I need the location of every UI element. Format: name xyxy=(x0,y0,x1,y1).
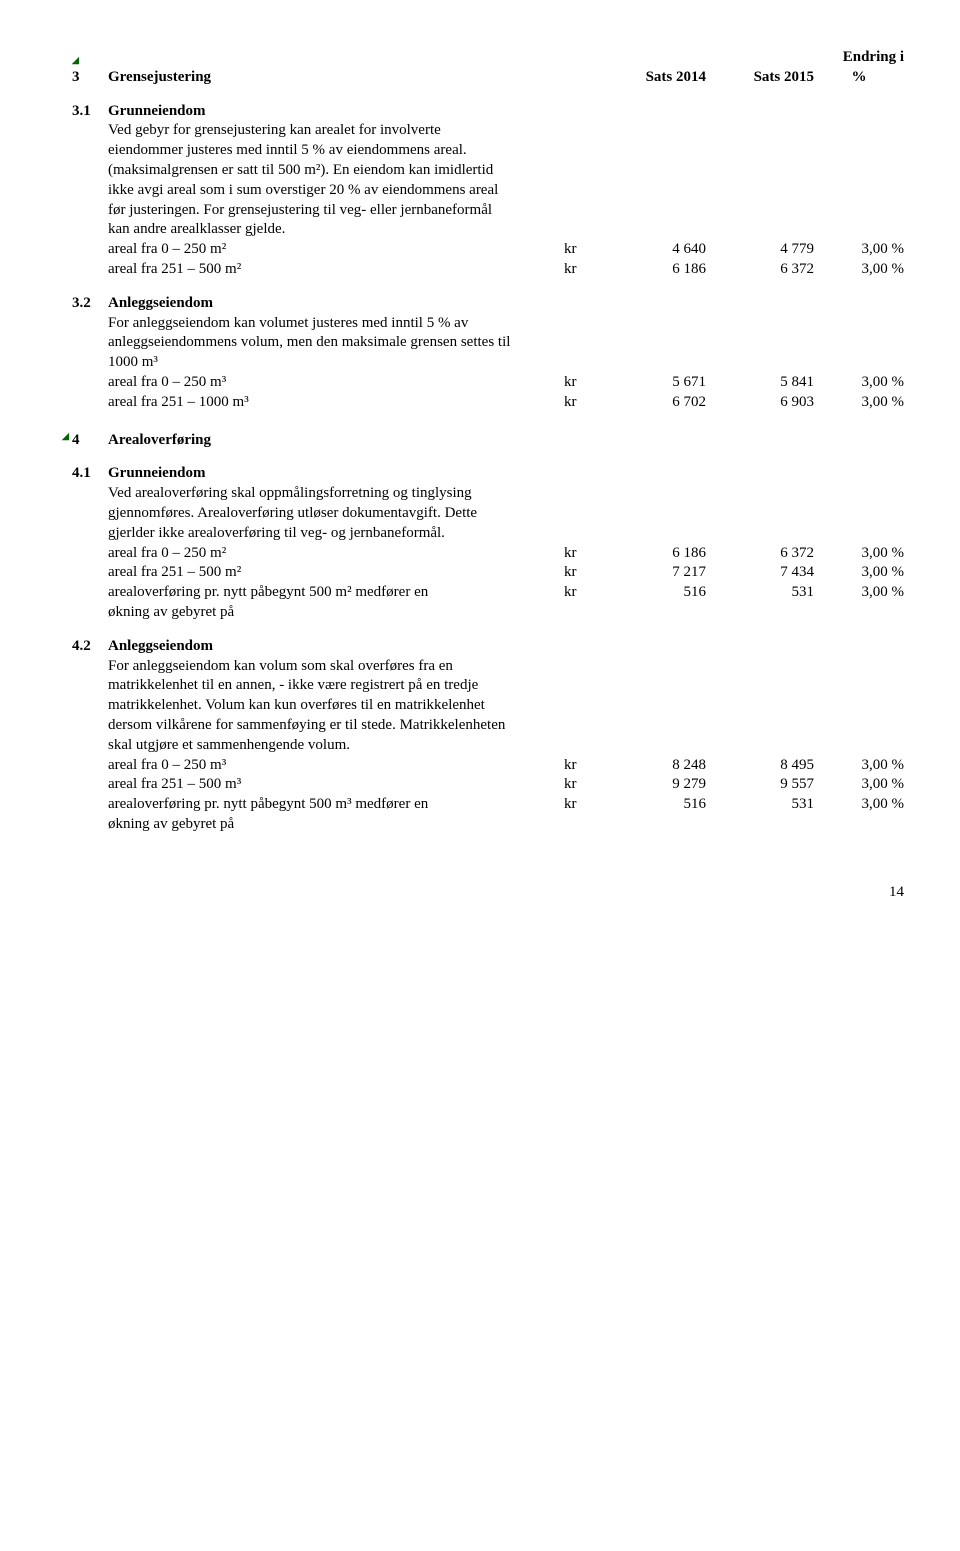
s31-num: 3.1 xyxy=(72,102,108,122)
s41-title: Grunneiendom xyxy=(108,464,904,484)
s42-r3a: arealoverføring pr. nytt påbegynt 500 m³… xyxy=(72,795,904,815)
s41-r2: areal fra 251 – 500 m² kr 7 217 7 434 3,… xyxy=(72,563,904,583)
s32-p3: 1000 m³ xyxy=(72,353,904,373)
s42-p5: skal utgjøre et sammenhengende volum. xyxy=(72,736,904,756)
s4-num: 4 xyxy=(72,432,80,448)
hdr-pct: % xyxy=(814,68,904,88)
s3-num: 3 xyxy=(72,68,108,88)
s31-r2: areal fra 251 – 500 m² kr 6 186 6 372 3,… xyxy=(72,260,904,280)
s31-p1: Ved gebyr for grensejustering kan areale… xyxy=(72,121,904,141)
s42-p3: matrikkelenhet. Volum kan kun overføres … xyxy=(72,696,904,716)
s42-p2: matrikkelenhet til en annen, - ikke være… xyxy=(72,676,904,696)
header-cols-row: 3 Grensejustering Sats 2014 Sats 2015 % xyxy=(72,68,904,88)
hdr-spacer2 xyxy=(108,48,564,68)
s32-title: Anleggseiendom xyxy=(108,294,904,314)
s31-p2: eiendommer justeres med inntil 5 % av ei… xyxy=(72,141,904,161)
s42-p4: dersom vilkårene for sammenføying er til… xyxy=(72,716,904,736)
hdr-endring: Endring i xyxy=(814,48,904,68)
hdr-spacer: ◢ xyxy=(72,48,108,68)
s41-p1: Ved arealoverføring skal oppmålingsforre… xyxy=(72,484,904,504)
s31-title-row: 3.1 Grunneiendom xyxy=(72,102,904,122)
s42-r1: areal fra 0 – 250 m³ kr 8 248 8 495 3,00… xyxy=(72,756,904,776)
s42-title: Anleggseiendom xyxy=(108,637,904,657)
s32-r1: areal fra 0 – 250 m³ kr 5 671 5 841 3,00… xyxy=(72,373,904,393)
s31-p5: før justeringen. For grensejustering til… xyxy=(72,201,904,221)
hdr-sats2015: Sats 2015 xyxy=(706,68,814,88)
s4-row: ◢ 4 Arealoverføring xyxy=(72,431,904,451)
s32-title-row: 3.2 Anleggseiendom xyxy=(72,294,904,314)
page-number: 14 xyxy=(72,883,904,903)
s41-title-row: 4.1 Grunneiendom xyxy=(72,464,904,484)
s42-r2: areal fra 251 – 500 m³ kr 9 279 9 557 3,… xyxy=(72,775,904,795)
s31-title: Grunneiendom xyxy=(108,102,904,122)
s41-r3b: økning av gebyret på xyxy=(72,603,904,623)
s32-r2: areal fra 251 – 1000 m³ kr 6 702 6 903 3… xyxy=(72,393,904,413)
s3-title: Grensejustering xyxy=(108,68,564,88)
s32-p2: anleggseiendommens volum, men den maksim… xyxy=(72,333,904,353)
s32-num: 3.2 xyxy=(72,294,108,314)
s41-r1: areal fra 0 – 250 m² kr 6 186 6 372 3,00… xyxy=(72,544,904,564)
header-endring-row: ◢ Endring i xyxy=(72,48,904,68)
s31-p3: (maksimalgrensen er satt til 500 m²). En… xyxy=(72,161,904,181)
s31-p6: kan andre arealklasser gjelde. xyxy=(72,220,904,240)
s42-num: 4.2 xyxy=(72,637,108,657)
s31-r1: areal fra 0 – 250 m² kr 4 640 4 779 3,00… xyxy=(72,240,904,260)
hdr-sats2014: Sats 2014 xyxy=(598,68,706,88)
s41-p3: gjerlder ikke arealoverføring til veg- o… xyxy=(72,524,904,544)
s4-title: Arealoverføring xyxy=(108,431,904,451)
s32-p1: For anleggseiendom kan volumet justeres … xyxy=(72,314,904,334)
s42-title-row: 4.2 Anleggseiendom xyxy=(72,637,904,657)
s41-num: 4.1 xyxy=(72,464,108,484)
s42-r3b: økning av gebyret på xyxy=(72,815,904,835)
s42-p1: For anleggseiendom kan volum som skal ov… xyxy=(72,657,904,677)
s31-p4: ikke avgi areal som i sum overstiger 20 … xyxy=(72,181,904,201)
s41-p2: gjennomføres. Arealoverføring utløser do… xyxy=(72,504,904,524)
s41-r3a: arealoverføring pr. nytt påbegynt 500 m²… xyxy=(72,583,904,603)
